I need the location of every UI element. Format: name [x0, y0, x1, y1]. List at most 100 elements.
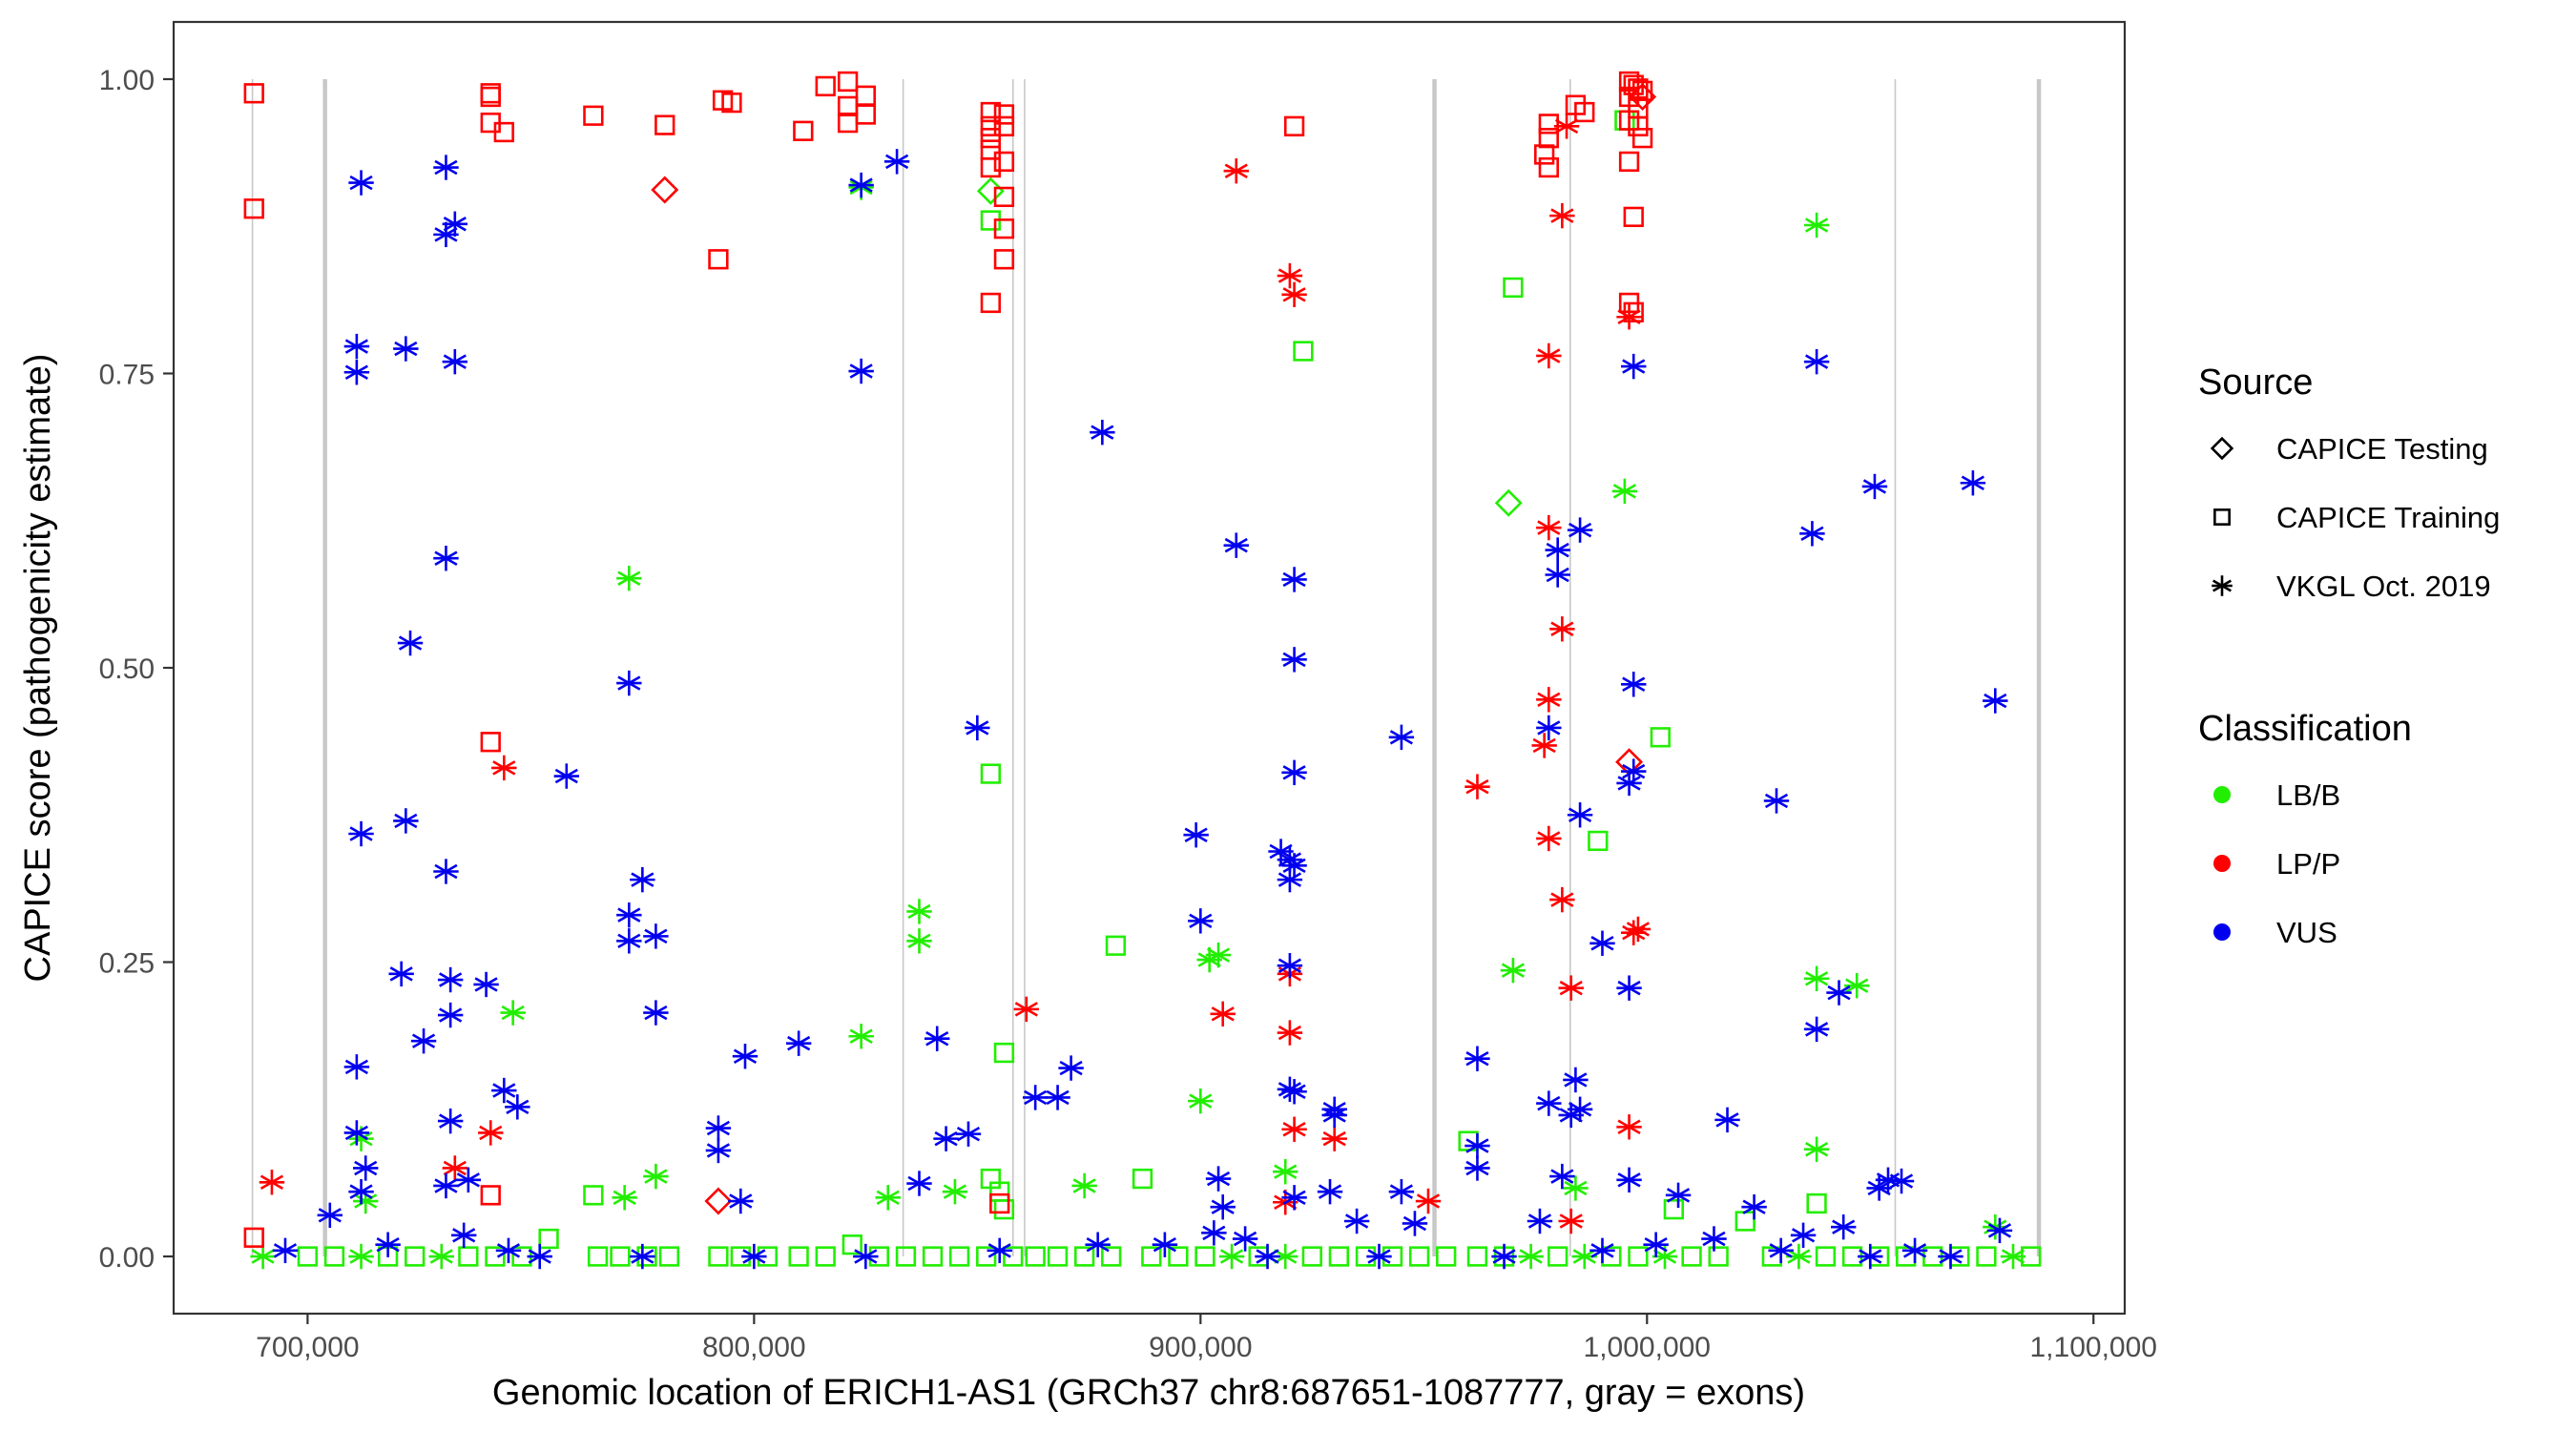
- data-point-vus: [1861, 473, 1888, 500]
- y-axis-title: CAPICE score (pathogenicity estimate): [18, 354, 58, 983]
- data-point-lpp: [480, 86, 501, 108]
- data-point-lbb: [1132, 1168, 1153, 1190]
- data-point-lbb: [1503, 277, 1524, 299]
- legend-title-classification: Classification: [2198, 709, 2412, 749]
- legend-key-square-icon: [2213, 508, 2231, 526]
- x-tick-label: 1,000,000: [1584, 1332, 1711, 1363]
- data-point-lbb: [1273, 1243, 1298, 1270]
- data-point-lbb: [1301, 1246, 1322, 1267]
- x-tick-label: 900,000: [1149, 1332, 1252, 1363]
- data-point-lbb: [906, 899, 932, 924]
- legend-key-dot-icon: [2213, 786, 2231, 803]
- data-point-lbb: [612, 1185, 637, 1211]
- data-point-vus: [1058, 1055, 1084, 1081]
- data-point-lpp: [1531, 733, 1557, 758]
- data-point-lpp: [651, 176, 679, 204]
- data-point-vus: [933, 1126, 959, 1151]
- data-point-lbb: [1003, 1246, 1024, 1267]
- data-point-lbb: [788, 1246, 809, 1267]
- data-point-vus: [1527, 1208, 1553, 1234]
- data-point-vus: [348, 1178, 374, 1205]
- data-point-lpp: [1538, 128, 1559, 149]
- data-point-vus: [437, 966, 464, 993]
- x-tick-label: 800,000: [702, 1332, 805, 1363]
- data-point-vus: [437, 1002, 464, 1028]
- data-point-lbb: [1611, 478, 1638, 505]
- data-point-vus: [1317, 1178, 1343, 1205]
- data-point-vus: [1763, 788, 1790, 814]
- data-point-vus: [728, 1188, 754, 1214]
- data-point-lpp: [793, 120, 814, 141]
- legend-key-diamond-icon: [2210, 436, 2234, 461]
- data-point-vus: [1545, 562, 1570, 588]
- data-point-lpp: [980, 128, 1002, 149]
- data-point-lpp: [1536, 825, 1562, 852]
- data-point-vus: [410, 1027, 437, 1054]
- data-point-vus: [965, 715, 990, 741]
- data-point-vus: [1799, 521, 1825, 547]
- data-point-lbb: [1105, 935, 1127, 956]
- data-point-vus: [495, 1237, 522, 1264]
- data-point-vus: [1281, 759, 1307, 786]
- data-point-lpp: [493, 121, 514, 143]
- data-point-lbb: [1663, 1199, 1685, 1220]
- data-point-vus: [1491, 1243, 1517, 1270]
- legend: Source CAPICE Testing CAPICE Training VK…: [2198, 363, 2500, 949]
- data-point-lbb: [922, 1246, 944, 1267]
- legend-item-lbb: LB/B: [2276, 778, 2340, 812]
- data-point-lbb: [1073, 1246, 1095, 1267]
- data-point-lpp: [1618, 151, 1640, 173]
- data-point-vus: [616, 902, 642, 928]
- data-point-lpp: [980, 292, 1002, 314]
- data-point-lpp: [1013, 996, 1040, 1023]
- data-point-vus: [630, 1243, 655, 1270]
- data-point-lbb: [1803, 1136, 1830, 1162]
- data-point-lpp: [1533, 144, 1555, 165]
- data-point-lbb: [323, 1246, 345, 1267]
- data-point-vus: [1826, 980, 1852, 1006]
- data-point-vus: [1465, 1132, 1490, 1159]
- data-point-lpp: [708, 249, 729, 270]
- data-point-vus: [1830, 1213, 1857, 1240]
- data-point-vus: [1183, 822, 1209, 848]
- data-point-lbb: [1500, 957, 1527, 984]
- legend-title-source: Source: [2198, 363, 2313, 403]
- data-point-vus: [1803, 1016, 1830, 1043]
- y-tick-label: 0.00: [99, 1242, 155, 1274]
- data-point-vus: [1223, 532, 1249, 558]
- legend-item-capice-testing: CAPICE Testing: [2276, 432, 2488, 466]
- data-point-lbb: [583, 1185, 604, 1206]
- data-point-vus: [433, 155, 459, 180]
- data-point-lbb: [1650, 727, 1671, 748]
- data-point-vus: [643, 923, 669, 949]
- data-point-lbb: [1101, 1246, 1122, 1267]
- data-point-vus: [1567, 517, 1593, 543]
- data-point-vus: [1549, 1163, 1575, 1190]
- data-point-lpp: [259, 1170, 285, 1195]
- data-point-vus: [1281, 1079, 1307, 1105]
- data-point-lpp: [1558, 1208, 1584, 1234]
- data-point-vus: [353, 1155, 379, 1181]
- data-point-lpp: [980, 101, 1002, 123]
- data-point-vus: [450, 1222, 477, 1249]
- data-point-lbb: [1328, 1246, 1350, 1267]
- data-point-lbb: [428, 1243, 454, 1270]
- data-point-vus: [1388, 724, 1415, 751]
- data-point-lpp: [491, 755, 517, 781]
- x-axis: 700,000 800,000 900,000 1,000,000 1,100,000: [256, 1314, 2157, 1363]
- legend-item-vus: VUS: [2276, 916, 2337, 949]
- x-tick-label: 700,000: [256, 1332, 359, 1363]
- data-point-lpp: [442, 1155, 468, 1181]
- data-point-lpp: [993, 218, 1015, 239]
- data-point-vus: [1465, 1155, 1490, 1181]
- data-point-vus: [393, 808, 419, 834]
- data-point-lpp: [980, 156, 1002, 178]
- data-point-vus: [1741, 1193, 1767, 1220]
- data-point-vus: [1983, 688, 2008, 714]
- data-point-lbb: [1293, 341, 1314, 362]
- data-point-vus: [1277, 866, 1303, 893]
- data-point-lbb: [1652, 1243, 1678, 1270]
- data-point-lbb: [1708, 1246, 1729, 1267]
- data-point-lpp: [1629, 82, 1657, 111]
- data-point-vus: [853, 1243, 879, 1270]
